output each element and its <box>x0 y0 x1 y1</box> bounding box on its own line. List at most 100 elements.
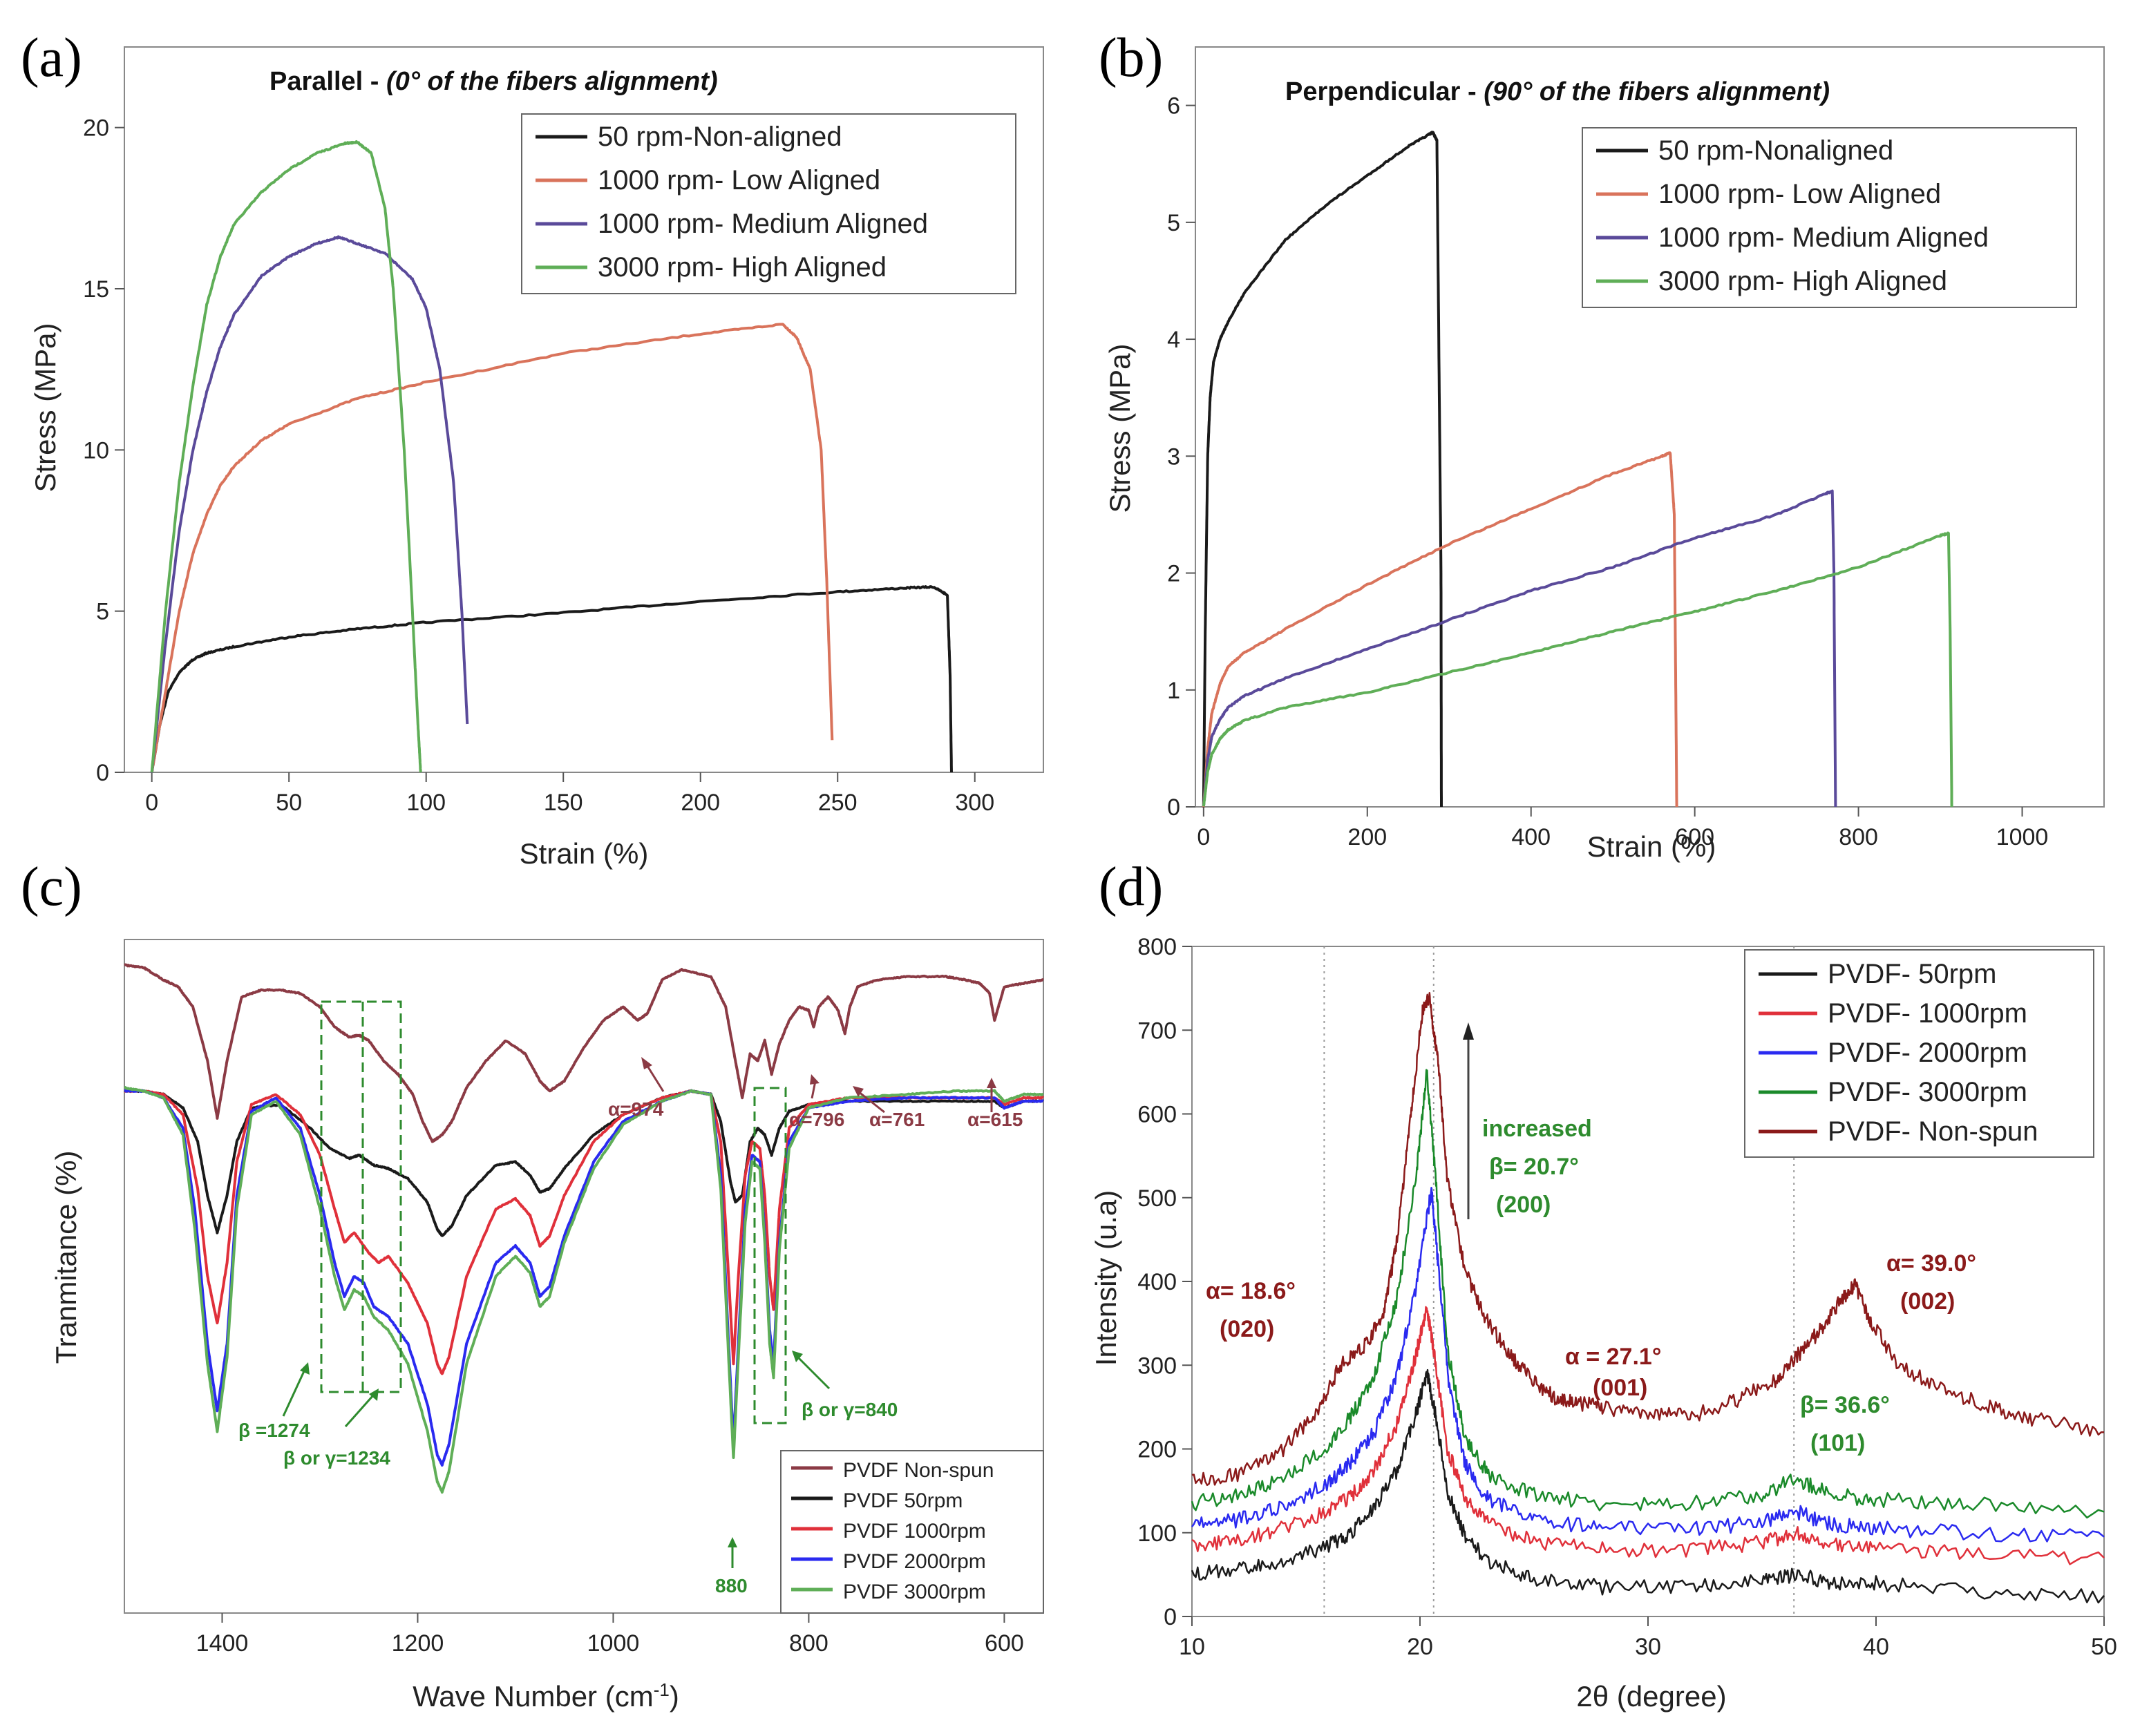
legend-label-1000-rpm-low-aligned: 1000 rpm- Low Aligned <box>1658 179 1941 209</box>
panel-c: (c) 1400 1200 1000 800 600 Wave Number (cm-1… <box>21 857 1045 1713</box>
annot-alpha-39-0: α= 39.0° <box>1886 1250 1976 1277</box>
arrow-1234-head <box>369 1389 379 1401</box>
y-tick-label: 0 <box>1164 1604 1177 1630</box>
legend-label-1000-rpm-medium-aligned: 1000 rpm- Medium Aligned <box>1658 222 1989 253</box>
x-tick-label: 0 <box>1197 824 1210 850</box>
panel-c-legend: PVDF Non-spun PVDF 50rpm PVDF 1000rpm PVDF … <box>780 1450 1044 1614</box>
series-line-pvdf-50rpm <box>124 1089 1045 1237</box>
x-tick-label: 50 <box>2091 1634 2117 1660</box>
annot-alpha-27-1: α = 27.1° <box>1565 1344 1661 1370</box>
y-tick-label: 3 <box>1167 443 1180 470</box>
panel-c-annotations: α=974 α=796 α=761 α=615 β =1274 β or γ=1… <box>238 1057 1023 1596</box>
panel-a: (a) Parallel - (0° of the fibers alignme… <box>21 28 1044 870</box>
arrow-1274-head <box>300 1362 310 1375</box>
series-line-1000-rpm-medium-aligned <box>150 235 469 773</box>
panel-d-xlabel: 2θ (degree) <box>1576 1680 1726 1713</box>
panel-b-label: (b) <box>1099 28 1163 88</box>
panel-d-ylabel: Intensity (u.a) <box>1090 1190 1122 1366</box>
legend-label-pvdf-1000rpm: PVDF- 1000rpm <box>1828 998 2027 1029</box>
y-tick-label: 10 <box>83 437 109 464</box>
legend-label-pvdf-2000rpm: PVDF 2000rpm <box>843 1550 986 1573</box>
series-line-pvdf-1000rpm <box>124 1089 1045 1375</box>
annot-761: α=761 <box>869 1109 925 1130</box>
series-line-1000-rpm-low-aligned <box>150 323 834 773</box>
y-tick-label: 800 <box>1137 934 1177 960</box>
series-line-pvdf-non-spun <box>124 963 1044 1143</box>
panel-c-ylabel: Tranmitance (%) <box>50 1151 82 1364</box>
y-tick-label: 600 <box>1137 1102 1177 1128</box>
series-line-3000-rpm-high-aligned <box>150 140 422 773</box>
panel-d-y-ticks: 0 100 200 300 400 500 600 700 800 <box>1137 934 1192 1630</box>
x-tick-label: 400 <box>1511 824 1551 850</box>
panel-d: (d) 0 100 200 300 400 500 600 700 800 10 20 30 40 50… <box>1090 857 2117 1713</box>
panel-b-y-ticks: 0 1 2 3 4 5 6 <box>1167 93 1195 821</box>
panel-b-plot-frame <box>1195 46 2105 808</box>
panel-d-label: (d) <box>1099 857 1163 917</box>
arrow-1234 <box>344 1395 375 1427</box>
series-line-3000-rpm-high-aligned <box>1202 531 1953 808</box>
annot-020: (020) <box>1220 1316 1274 1342</box>
panel-a-plot-frame <box>124 46 1044 773</box>
panel-c-dashed-box-1274-1234 <box>320 1000 402 1393</box>
y-tick-label: 500 <box>1137 1185 1177 1212</box>
annot-200: (200) <box>1496 1192 1551 1218</box>
y-tick-label: 400 <box>1137 1269 1177 1295</box>
panel-c-label: (c) <box>21 857 82 917</box>
series-line-pvdf-50rpm <box>1191 1368 2105 1604</box>
panel-b-legend-box <box>1582 127 2077 308</box>
x-tick-label: 30 <box>1635 1634 1661 1660</box>
arrow-1274 <box>282 1371 305 1417</box>
x-tick-label: 10 <box>1179 1634 1205 1660</box>
panel-c-series <box>124 963 1045 1494</box>
annot-alpha-18-6: α= 18.6° <box>1206 1278 1296 1304</box>
panel-d-annotations: increased β= 20.7° (200) α= 18.6° (020) … <box>1206 1022 1976 1456</box>
y-tick-label: 0 <box>1167 794 1180 821</box>
y-tick-label: 6 <box>1167 93 1180 120</box>
y-tick-label: 100 <box>1137 1520 1177 1547</box>
legend-label-1000-rpm-medium-aligned: 1000 rpm- Medium Aligned <box>598 209 928 239</box>
y-tick-label: 1 <box>1167 678 1180 704</box>
x-tick-label: 1000 <box>1996 824 2049 850</box>
annot-001: (001) <box>1593 1375 1647 1401</box>
y-tick-label: 2 <box>1167 561 1180 587</box>
series-line-pvdf-3000rpm <box>1191 1069 2105 1519</box>
x-tick-label: 1400 <box>196 1630 249 1657</box>
x-tick-label: 20 <box>1407 1634 1433 1660</box>
series-line-pvdf-2000rpm <box>1191 1186 2105 1543</box>
arrow-974-head <box>641 1057 652 1069</box>
x-tick-label: 1000 <box>587 1630 640 1657</box>
x-tick-label: 250 <box>818 790 858 816</box>
legend-label-3000-rpm-high-aligned: 3000 rpm- High Aligned <box>1658 266 1947 296</box>
legend-label-pvdf-1000rpm: PVDF 1000rpm <box>843 1520 986 1543</box>
panel-d-x-ticks: 10 20 30 40 50 <box>1179 1616 2117 1660</box>
legend-label-pvdf-50rpm: PVDF 50rpm <box>843 1489 963 1512</box>
annot-beta-36-6: β= 36.6° <box>1800 1392 1890 1418</box>
arrow-880-head <box>728 1537 737 1547</box>
x-tick-label: 600 <box>1675 824 1714 850</box>
annot-1234: β or γ=1234 <box>283 1447 390 1469</box>
annot-974: α=974 <box>608 1098 664 1120</box>
x-tick-label: 600 <box>985 1630 1024 1657</box>
panel-c-x-ticks: 1400 1200 1000 800 600 <box>196 1613 1024 1657</box>
legend-label-pvdf-3000rpm: PVDF- 3000rpm <box>1828 1077 2027 1107</box>
annot-beta-20-7: β= 20.7° <box>1489 1154 1579 1180</box>
arrow-615-head <box>987 1078 996 1088</box>
increased-arrow-head <box>1463 1022 1474 1040</box>
legend-label-pvdf-non-spun: PVDF- Non-spun <box>1828 1116 2038 1147</box>
panel-a-legend: 50 rpm-Non-aligned 1000 rpm- Low Aligned 1… <box>521 113 1016 294</box>
panel-c-plot-frame <box>124 939 1044 1614</box>
arrow-796 <box>811 1080 817 1099</box>
y-tick-label: 20 <box>83 115 109 142</box>
panel-a-label: (a) <box>21 28 82 88</box>
arrow-761 <box>858 1090 885 1114</box>
panel-b-series <box>1202 131 1953 808</box>
x-tick-label: 50 <box>276 790 302 816</box>
panel-a-x-ticks: 0 50 100 150 200 250 300 <box>145 772 994 816</box>
x-tick-label: 800 <box>1839 824 1878 850</box>
y-tick-label: 700 <box>1137 1018 1177 1044</box>
panel-b-xlabel: Strain (%) <box>1587 830 1716 863</box>
annot-increased: increased <box>1482 1116 1592 1142</box>
series-line-50-rpm-nonaligned <box>1202 131 1443 808</box>
series-line-1000-rpm-low-aligned <box>1202 451 1678 808</box>
